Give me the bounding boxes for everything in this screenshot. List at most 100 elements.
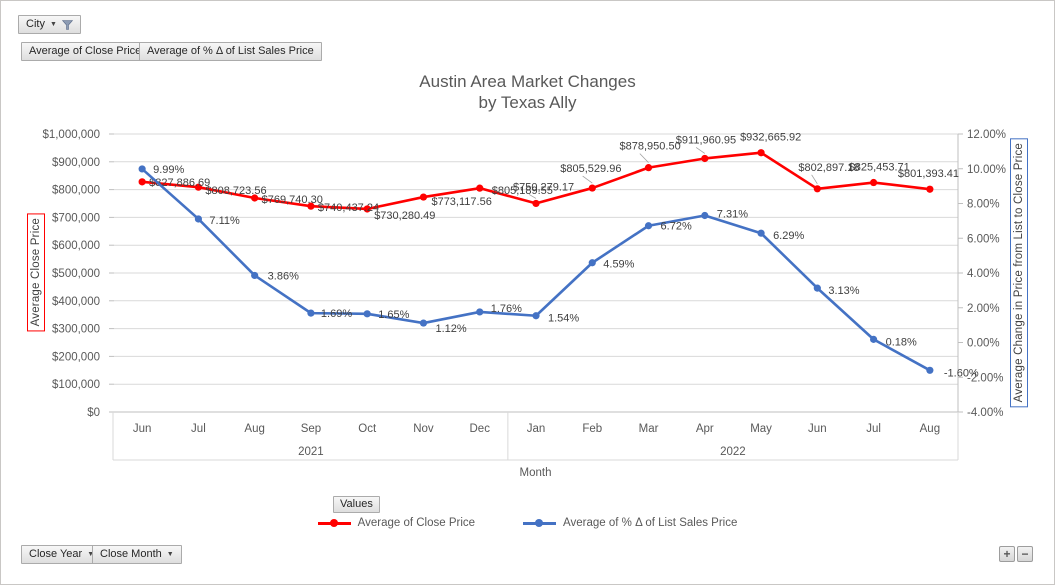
svg-text:$878,950.50: $878,950.50 — [620, 141, 681, 153]
svg-text:7.11%: 7.11% — [209, 215, 240, 227]
city-filter-button[interactable]: City ▼ — [18, 15, 81, 34]
axes — [109, 133, 963, 413]
svg-text:6.29%: 6.29% — [773, 230, 804, 242]
right-axis-title: Average Change in Price from List to Clo… — [1010, 138, 1028, 408]
svg-text:6.72%: 6.72% — [661, 221, 692, 233]
data-point — [870, 335, 878, 343]
data-point — [194, 183, 202, 191]
svg-text:4.00%: 4.00% — [967, 268, 1000, 280]
chart-title-line2: by Texas Ally — [478, 93, 577, 112]
data-point — [194, 215, 202, 223]
series-close-price — [138, 147, 934, 213]
svg-text:9.99%: 9.99% — [153, 164, 184, 176]
data-point — [251, 271, 259, 280]
svg-text:12.00%: 12.00% — [967, 129, 1006, 141]
svg-text:$801,393.41: $801,393.41 — [898, 168, 959, 180]
svg-text:-1.60%: -1.60% — [944, 367, 979, 379]
svg-text:$0: $0 — [87, 407, 100, 419]
svg-text:0.18%: 0.18% — [886, 336, 917, 348]
data-point — [476, 184, 484, 192]
tick-labels: $0 $100,000 $200,000 $300,000 $400,000 $500,0… — [42, 129, 1006, 419]
values-field-label: Values — [340, 498, 373, 510]
svg-text:$900,000: $900,000 — [52, 157, 100, 169]
data-point — [644, 164, 653, 172]
svg-text:$808,723.56: $808,723.56 — [205, 185, 266, 197]
svg-text:Aug: Aug — [244, 423, 264, 435]
legend-item-0[interactable]: Average of Close Price — [317, 517, 476, 529]
data-point — [813, 185, 821, 193]
svg-text:1.76%: 1.76% — [491, 303, 522, 315]
svg-text:$300,000: $300,000 — [52, 324, 100, 336]
close-month-field-button[interactable]: Close Month ▼ — [92, 545, 182, 564]
data-point — [588, 259, 596, 267]
svg-text:$200,000: $200,000 — [52, 351, 100, 363]
svg-text:$730,280.49: $730,280.49 — [374, 210, 435, 222]
svg-text:Oct: Oct — [358, 423, 377, 435]
legend-line-marker-icon — [523, 519, 557, 527]
data-labels-1: 9.99% 7.11% 3.86% 1.69% 1.65% 1.12% 1.76% 1.54%… — [153, 164, 979, 379]
svg-text:$805,529.96: $805,529.96 — [560, 163, 621, 175]
svg-text:Jul: Jul — [866, 423, 881, 435]
svg-text:4.59%: 4.59% — [603, 259, 634, 271]
svg-text:Apr: Apr — [696, 423, 714, 435]
svg-text:May: May — [750, 423, 772, 435]
legend-dot-icon — [329, 519, 338, 527]
svg-text:$827,886.69: $827,886.69 — [149, 177, 210, 189]
data-point — [926, 366, 934, 374]
svg-text:$825,453.71: $825,453.71 — [849, 162, 910, 174]
svg-text:Jun: Jun — [133, 423, 152, 435]
svg-text:$802,897.18: $802,897.18 — [798, 162, 859, 174]
svg-text:7.31%: 7.31% — [717, 208, 748, 220]
svg-text:$400,000: $400,000 — [52, 296, 100, 308]
field-button-label: Average of Close Price — [29, 45, 142, 57]
zoom-out-button[interactable]: − — [1017, 546, 1033, 562]
gridlines — [114, 133, 958, 385]
svg-text:$932,665.92: $932,665.92 — [740, 132, 801, 144]
svg-text:-4.00%: -4.00% — [967, 407, 1003, 419]
data-point — [701, 211, 709, 220]
svg-text:-2.00%: -2.00% — [967, 372, 1003, 384]
field-button-avg-close-price[interactable]: Average of Close Price — [21, 42, 150, 61]
svg-text:1.65%: 1.65% — [378, 309, 409, 321]
legend-line-marker-icon — [317, 519, 351, 527]
field-button-avg-pct-delta[interactable]: Average of % Δ of List Sales Price — [139, 42, 322, 61]
legend: Average of Close Price Average of % Δ of … — [1, 517, 1054, 529]
svg-text:2.00%: 2.00% — [967, 303, 1000, 315]
svg-text:Month: Month — [520, 467, 552, 479]
svg-text:Jan: Jan — [527, 423, 546, 435]
data-point — [251, 194, 259, 202]
svg-text:$800,000: $800,000 — [52, 185, 100, 197]
chart-title-line1: Austin Area Market Changes — [419, 72, 636, 91]
close-year-label: Close Year — [29, 548, 83, 560]
svg-text:$1,000,000: $1,000,000 — [42, 129, 100, 141]
chevron-down-icon: ▼ — [87, 551, 95, 558]
legend-item-1[interactable]: Average of % Δ of List Sales Price — [523, 517, 737, 529]
data-point — [926, 185, 934, 193]
data-point — [307, 309, 315, 317]
svg-text:2022: 2022 — [720, 446, 746, 458]
svg-text:Nov: Nov — [413, 423, 434, 435]
svg-text:2021: 2021 — [298, 446, 324, 458]
svg-text:Feb: Feb — [582, 423, 602, 435]
category-axis: Jun Jul Aug Sep Oct Nov Dec Jan Feb Mar Apr May Jun J… — [112, 412, 959, 479]
close-year-field-button[interactable]: Close Year ▼ — [21, 545, 103, 564]
data-point — [419, 319, 428, 327]
svg-text:1.54%: 1.54% — [548, 313, 579, 325]
legend-label: Average of Close Price — [357, 517, 476, 529]
svg-text:$750,279.17: $750,279.17 — [513, 181, 574, 193]
data-point — [532, 312, 540, 320]
values-field-button[interactable]: Values — [333, 496, 380, 513]
zoom-in-button[interactable]: + — [999, 546, 1015, 562]
chevron-down-icon: ▼ — [49, 21, 57, 28]
data-point — [363, 205, 371, 213]
svg-text:$600,000: $600,000 — [52, 240, 100, 252]
data-point — [419, 193, 428, 201]
data-point — [363, 310, 371, 318]
data-point — [588, 184, 596, 192]
data-point — [757, 229, 765, 237]
svg-text:$100,000: $100,000 — [52, 379, 100, 391]
svg-text:$769,740.30: $769,740.30 — [262, 194, 323, 206]
data-point — [813, 284, 821, 292]
svg-text:8.00%: 8.00% — [967, 199, 1000, 211]
